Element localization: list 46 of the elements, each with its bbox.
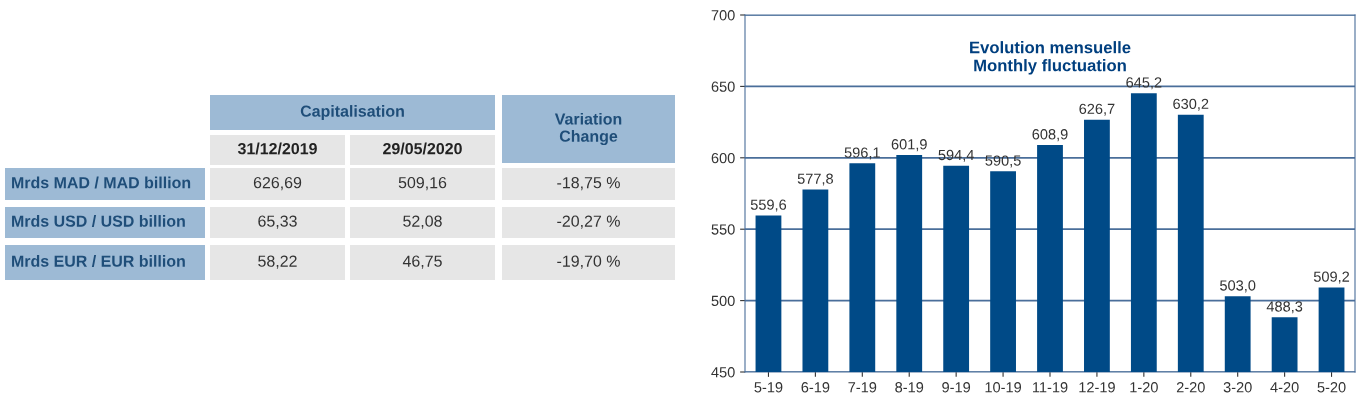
data-label: 488,3 bbox=[1266, 301, 1303, 314]
text: 58,22 bbox=[258, 255, 297, 269]
x-tick-label: 8-19 bbox=[895, 382, 924, 393]
data-label: 503,0 bbox=[1220, 280, 1256, 293]
category-label: Mrds USD / USD billion bbox=[12, 215, 185, 227]
text: 626,69 bbox=[253, 176, 302, 191]
text: Evolution mensuelle Monthly fluctuation bbox=[970, 41, 1131, 75]
data-label: 608,9 bbox=[1032, 129, 1068, 142]
y-tick-label: 650 bbox=[711, 81, 735, 92]
y-tick-label: 550 bbox=[711, 224, 735, 235]
x-tick-label: 4-20 bbox=[1270, 382, 1299, 393]
x-tick-label: 6-19 bbox=[801, 382, 830, 393]
text: Capitalisation bbox=[300, 105, 404, 120]
x-tick-label: 10-19 bbox=[985, 382, 1022, 393]
category-label: 29/05/2020 bbox=[383, 142, 462, 155]
y-tick-label: 500 bbox=[711, 295, 735, 307]
data-label: 577,8 bbox=[797, 173, 833, 186]
x-tick-label: 7-19 bbox=[848, 382, 877, 393]
category-label: Variation Change bbox=[554, 112, 622, 146]
data-label: 596,1 bbox=[844, 147, 880, 160]
text: 46,75 bbox=[402, 255, 442, 269]
x-tick-label: 1-20 bbox=[1130, 382, 1158, 393]
x-tick-label: 5-19 bbox=[754, 382, 783, 393]
x-tick-label: 12-19 bbox=[1079, 382, 1115, 393]
text: 509,16 bbox=[398, 176, 447, 191]
y-tick-label: 450 bbox=[711, 367, 735, 378]
x-tick-label: 5-20 bbox=[1317, 382, 1346, 393]
x-tick-label: 11-19 bbox=[1033, 382, 1068, 393]
x-tick-label: 9-19 bbox=[942, 382, 971, 393]
category-label: Mrds MAD / MAD billion bbox=[12, 176, 191, 189]
y-tick-label: 600 bbox=[711, 152, 735, 164]
data-label: 601,9 bbox=[891, 139, 927, 152]
text: 52,08 bbox=[403, 215, 442, 229]
category-label: 31/12/2019 bbox=[237, 142, 317, 155]
data-label: 509,2 bbox=[1313, 271, 1350, 284]
category-label: Mrds EUR / EUR billion bbox=[12, 255, 185, 267]
data-label: 559,6 bbox=[750, 199, 787, 212]
x-tick-label: 3-20 bbox=[1223, 382, 1252, 393]
data-label: 626,7 bbox=[1079, 103, 1115, 116]
text: -20,27 % bbox=[557, 215, 620, 229]
text: -19,70 % bbox=[557, 255, 620, 269]
text: 65,33 bbox=[258, 215, 297, 229]
text: -18,75 % bbox=[557, 176, 620, 191]
y-tick-label: 700 bbox=[711, 10, 735, 21]
data-label: 630,2 bbox=[1173, 98, 1209, 111]
x-tick-label: 2-20 bbox=[1176, 382, 1205, 393]
